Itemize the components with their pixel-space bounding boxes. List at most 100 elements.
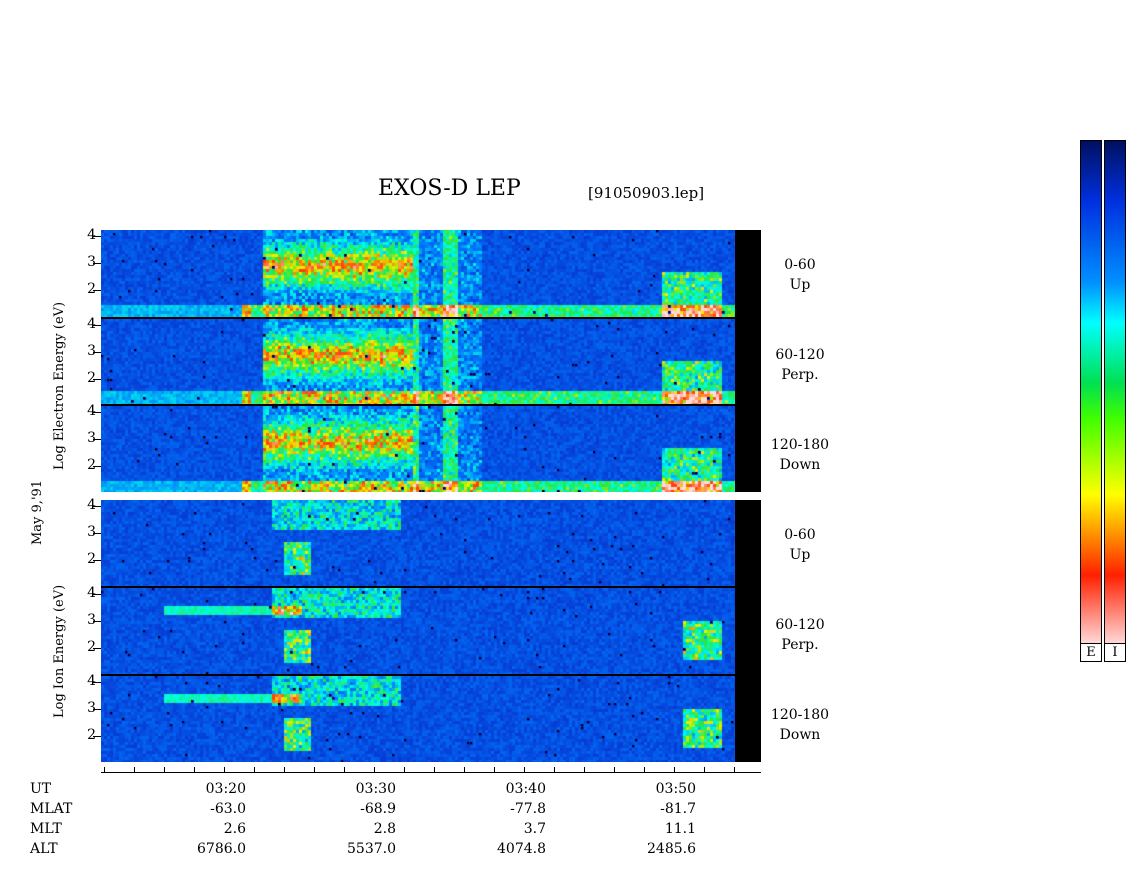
- footer-row-label: ALT: [30, 841, 58, 857]
- x-tick-mark: [434, 767, 435, 773]
- date-label: May 9,'91: [30, 479, 45, 545]
- x-tick-mark: [374, 767, 375, 773]
- ion-colorbar: [1104, 140, 1126, 647]
- ut-value: 03:50: [655, 781, 696, 797]
- y-tick-label: 2: [87, 281, 96, 297]
- mlat-value: -81.7: [660, 801, 696, 817]
- y-tick-mark: [93, 352, 101, 353]
- mlt-value: 11.1: [664, 821, 696, 837]
- alt-value: 4074.8: [497, 841, 546, 857]
- ut-value: 03:20: [205, 781, 246, 797]
- mlt-value: 3.7: [523, 821, 546, 837]
- y-tick-label: 4: [87, 316, 96, 332]
- x-tick-mark: [734, 767, 735, 773]
- panel-divider: [101, 404, 761, 406]
- y-tick-label: 3: [87, 430, 96, 446]
- x-tick-mark: [644, 767, 645, 773]
- y-tick-label: 3: [87, 612, 96, 628]
- alt-value: 5537.0: [347, 841, 396, 857]
- alt-value: 2485.6: [647, 841, 696, 857]
- x-tick-mark: [224, 767, 225, 773]
- y-tick-mark: [93, 506, 101, 507]
- footer-row-label: MLT: [30, 821, 62, 837]
- y-tick-label: 4: [87, 403, 96, 419]
- y-tick-label: 2: [87, 457, 96, 473]
- y-tick-mark: [93, 379, 101, 380]
- y-tick-label: 4: [87, 497, 96, 513]
- x-tick-mark: [344, 767, 345, 773]
- x-tick-mark: [524, 767, 525, 773]
- electron-colorbar: [1080, 140, 1102, 647]
- y-tick-mark: [93, 263, 101, 264]
- colorbar-label-electron: E: [1080, 643, 1102, 662]
- footer-row-label: UT: [30, 781, 52, 797]
- y-tick-mark: [93, 648, 101, 649]
- y-tick-mark: [93, 412, 101, 413]
- y-tick-mark: [93, 709, 101, 710]
- panel-divider: [101, 586, 761, 588]
- y-tick-mark: [93, 682, 101, 683]
- ion-y-axis-label: Log Ion Energy (eV): [52, 584, 67, 718]
- ion-panel-perp: [101, 588, 761, 674]
- y-tick-mark: [93, 621, 101, 622]
- y-tick-mark: [93, 290, 101, 291]
- x-tick-mark: [674, 767, 675, 773]
- y-tick-label: 4: [87, 227, 96, 243]
- mlt-value: 2.6: [223, 821, 246, 837]
- y-tick-label: 2: [87, 727, 96, 743]
- x-tick-mark: [194, 767, 195, 773]
- electron-panel-perp: [101, 319, 761, 404]
- y-tick-mark: [93, 533, 101, 534]
- panel-label: 60-120 Perp.: [775, 347, 825, 383]
- mlat-value: -68.9: [360, 801, 396, 817]
- chart-title: EXOS-D LEP: [378, 176, 521, 201]
- x-tick-mark: [164, 767, 165, 773]
- x-tick-mark: [314, 767, 315, 773]
- y-tick-mark: [93, 325, 101, 326]
- y-tick-mark: [93, 236, 101, 237]
- panel-label: 0-60 Up: [784, 527, 816, 563]
- y-tick-label: 3: [87, 524, 96, 540]
- ut-value: 03:30: [355, 781, 396, 797]
- panel-divider: [101, 674, 761, 676]
- colorbar-label-ion: I: [1104, 643, 1126, 662]
- y-tick-mark: [93, 466, 101, 467]
- y-tick-mark: [93, 736, 101, 737]
- x-tick-mark: [494, 767, 495, 773]
- x-tick-mark: [464, 767, 465, 773]
- y-tick-label: 3: [87, 700, 96, 716]
- y-tick-mark: [93, 439, 101, 440]
- alt-value: 6786.0: [197, 841, 246, 857]
- electron-y-axis-label: Log Electron Energy (eV): [52, 301, 67, 470]
- y-tick-mark: [93, 594, 101, 595]
- x-tick-mark: [134, 767, 135, 773]
- panel-label: 0-60 Up: [784, 257, 816, 293]
- y-tick-label: 4: [87, 673, 96, 689]
- mlt-value: 2.8: [373, 821, 396, 837]
- ion-panel-down: [101, 676, 761, 762]
- y-tick-mark: [93, 560, 101, 561]
- x-tick-mark: [404, 767, 405, 773]
- mlat-value: -63.0: [210, 801, 246, 817]
- y-tick-label: 3: [87, 343, 96, 359]
- panel-label: 60-120 Perp.: [775, 617, 825, 653]
- x-tick-mark: [584, 767, 585, 773]
- y-tick-label: 2: [87, 370, 96, 386]
- electron-panel-down: [101, 406, 761, 492]
- x-tick-mark: [704, 767, 705, 773]
- x-axis-line: [101, 772, 761, 773]
- x-tick-mark: [614, 767, 615, 773]
- ion-panel-up: [101, 500, 761, 586]
- x-tick-mark: [104, 767, 105, 773]
- panel-label: 120-180 Down: [770, 437, 830, 473]
- electron-panel-up: [101, 230, 761, 317]
- file-name: [91050903.lep]: [588, 184, 705, 202]
- footer-row-label: MLAT: [30, 801, 73, 817]
- x-tick-mark: [254, 767, 255, 773]
- x-tick-mark: [284, 767, 285, 773]
- ut-value: 03:40: [505, 781, 546, 797]
- y-tick-label: 2: [87, 551, 96, 567]
- panel-label: 120-180 Down: [770, 707, 830, 743]
- panel-divider: [101, 317, 761, 319]
- x-tick-mark: [554, 767, 555, 773]
